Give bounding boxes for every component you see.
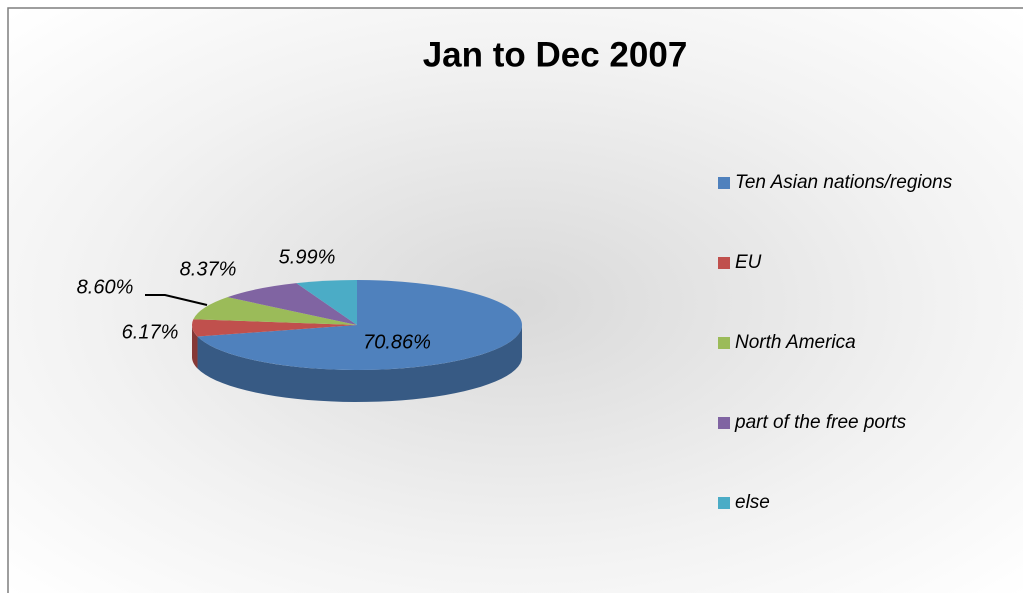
legend-swatch (718, 177, 730, 189)
pie-slice (197, 280, 522, 370)
data-label: 6.17% (122, 321, 179, 343)
legend-label: EU (735, 252, 762, 273)
legend-label: Ten Asian nations/regions (735, 172, 953, 193)
legend-swatch (718, 337, 730, 349)
pie-slice (227, 283, 357, 325)
legend-label: else (735, 492, 770, 513)
chart-title: Jan to Dec 2007 (423, 35, 688, 74)
legend-label: North America (735, 332, 856, 353)
legend-label: part of the free ports (734, 412, 907, 433)
data-label: 70.86% (363, 331, 431, 353)
pie-slice (193, 297, 357, 325)
leader-line (145, 294, 208, 306)
data-label: 8.60% (77, 276, 134, 298)
legend-swatch (718, 257, 730, 269)
pie-slice (296, 280, 357, 325)
data-label: 8.37% (180, 258, 237, 280)
legend-swatch (718, 417, 730, 429)
pie-slice (191, 319, 357, 337)
legend-swatch (718, 497, 730, 509)
pie-side (192, 325, 198, 369)
pie-side (197, 325, 522, 402)
data-label: 5.99% (279, 246, 336, 268)
chart-frame (7, 7, 1023, 593)
